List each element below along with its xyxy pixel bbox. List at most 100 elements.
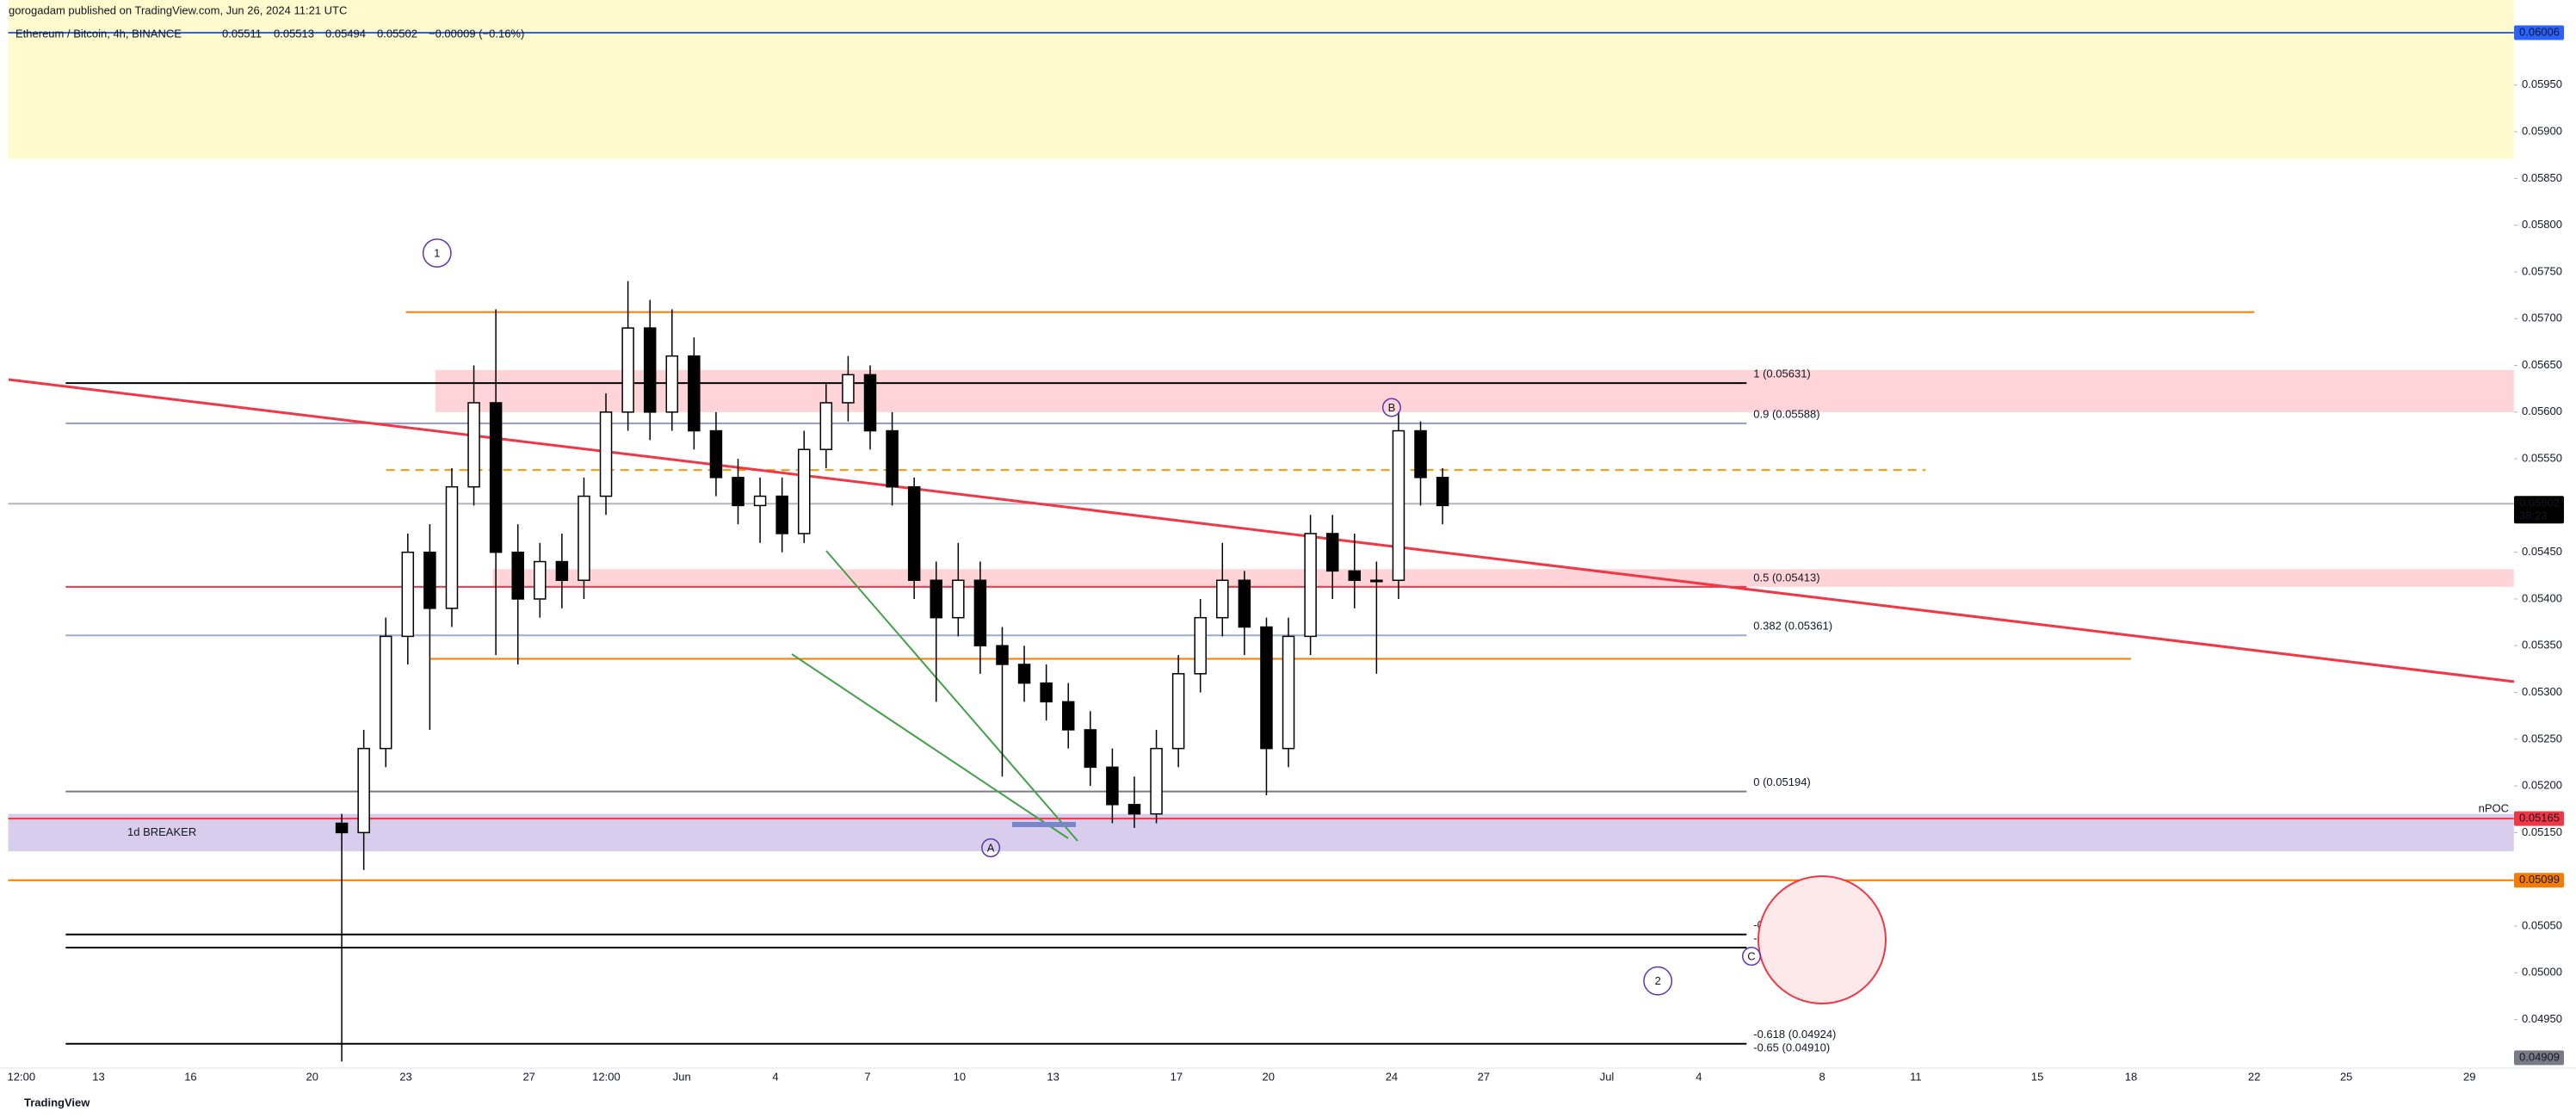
candle-body	[1150, 747, 1163, 815]
x-tick-label: 13	[1047, 1070, 1059, 1083]
x-tick-label: 16	[184, 1070, 196, 1083]
y-tick-label: 0.05450	[2522, 545, 2562, 558]
wedge-line	[825, 550, 1078, 842]
zone	[8, 0, 2514, 159]
level-label: 0 (0.05194)	[1753, 775, 1811, 788]
price-marker-label: 0.04909	[2519, 1050, 2560, 1063]
y-tick-label: 0.05900	[2522, 125, 2562, 138]
price-marker	[2514, 496, 2564, 524]
x-tick-label: 8	[1819, 1070, 1825, 1083]
x-tick-label: 15	[2031, 1070, 2043, 1083]
candle-body	[357, 747, 370, 834]
wave-label: 1	[434, 246, 440, 259]
candle-body	[665, 355, 679, 413]
candle-body	[1348, 570, 1362, 581]
level-label: -0.65 (0.04910)	[1753, 1041, 1830, 1053]
x-tick-label: 4	[772, 1070, 778, 1083]
ohlc-value: 0.05494	[325, 27, 366, 40]
wave-label: A	[987, 841, 995, 854]
zones: 1d BREAKER	[8, 0, 2514, 852]
price-marker-label: 0.06006	[2519, 25, 2560, 38]
candle-body	[1017, 664, 1031, 684]
x-tick-label: 22	[2248, 1070, 2260, 1083]
y-tick-label: 0.05850	[2522, 171, 2562, 184]
ohlc-value: 0.05511	[222, 27, 262, 40]
candle-body	[1414, 429, 1427, 479]
x-tick-label: 20	[306, 1070, 318, 1083]
wave-marker	[981, 838, 1001, 858]
wave-marker	[1741, 947, 1762, 967]
wedge-line	[791, 653, 1069, 839]
footer-logo: TradingView	[24, 1096, 90, 1109]
candle-body	[555, 560, 569, 581]
y-tick-label: 0.05650	[2522, 358, 2562, 371]
y-tick-label: 0.05150	[2522, 825, 2562, 838]
level-label: 1 (0.05631)	[1753, 368, 1811, 380]
axes: 0.05950 0.05900 0.05850 0.05800 0.05750 0.057…	[8, 25, 2564, 1083]
zone	[492, 569, 2514, 587]
wave-label: 2	[1655, 974, 1661, 987]
candle-body	[1392, 429, 1405, 581]
y-tick-label: 0.05950	[2522, 77, 2562, 90]
level-label: 0.5 (0.05413)	[1753, 571, 1819, 584]
x-tick-label: Jun	[673, 1070, 691, 1083]
candle-body	[996, 645, 1009, 665]
wave-label: C	[1747, 949, 1755, 962]
x-tick-label: 17	[1171, 1070, 1183, 1083]
zone	[8, 813, 2514, 852]
footer-bar	[0, 1088, 2576, 1118]
y-tick-label: 0.05600	[2522, 405, 2562, 417]
candle-body	[930, 579, 942, 619]
x-tick-label: Jul	[1600, 1070, 1615, 1083]
candle-body	[753, 495, 767, 507]
x-tick-label: 18	[2125, 1070, 2137, 1083]
candle-body	[1282, 635, 1295, 750]
x-tick-label: 20	[1263, 1070, 1275, 1083]
candle-body	[489, 402, 503, 553]
price-marker-label: 0.05502	[2519, 497, 2560, 510]
countdown: 38:23	[2519, 510, 2548, 522]
candle-body	[401, 551, 415, 638]
y-tick-label: 0.05550	[2522, 452, 2562, 465]
y-tick-label: 0.05350	[2522, 639, 2562, 652]
candle-body	[775, 495, 788, 534]
candle-body	[643, 327, 657, 413]
candle-body	[973, 579, 987, 646]
candles	[335, 281, 1449, 1062]
x-tick-label: 7	[864, 1070, 870, 1083]
y-tick-label: 0.05400	[2522, 591, 2562, 604]
wave-marker	[1643, 966, 1673, 996]
candle-body	[1127, 804, 1141, 815]
y-tick-label: 0.05300	[2522, 685, 2562, 698]
ohlc-value: 0.05502	[377, 27, 417, 40]
x-tick-label: 13	[92, 1070, 104, 1083]
candle-body	[952, 579, 965, 619]
trend-line	[8, 378, 2515, 683]
candle-body	[621, 327, 634, 413]
y-tick-label: 0.05200	[2522, 779, 2562, 792]
y-tick-label: 0.05250	[2522, 732, 2562, 744]
price-marker	[2514, 811, 2564, 826]
candle-body	[423, 551, 436, 609]
symbol: Ethereum / Bitcoin, 4h, BINANCE	[15, 27, 182, 40]
ohlc-value: −0.00009 (−0.16%)	[429, 27, 524, 40]
candle-body	[335, 822, 349, 834]
candle-body	[379, 635, 392, 750]
y-tick-label: 0.05050	[2522, 918, 2562, 931]
candle-body	[798, 448, 811, 534]
level-label: 0.382 (0.05361)	[1753, 620, 1832, 633]
ohlc-value: 0.05513	[274, 27, 314, 40]
candle-body	[819, 402, 833, 450]
published-line: gorogadam published on TradingView.com, …	[9, 3, 347, 16]
candle-body	[1325, 533, 1339, 572]
y-tick-label: 0.05800	[2522, 218, 2562, 231]
level-label: nPOC	[2479, 802, 2509, 815]
annotations: 1 2 A B C	[422, 238, 1762, 996]
x-tick-label: 10	[954, 1070, 966, 1083]
candle-body	[578, 495, 590, 581]
candle-body	[599, 411, 613, 497]
x-tick-label: 27	[1478, 1070, 1490, 1083]
